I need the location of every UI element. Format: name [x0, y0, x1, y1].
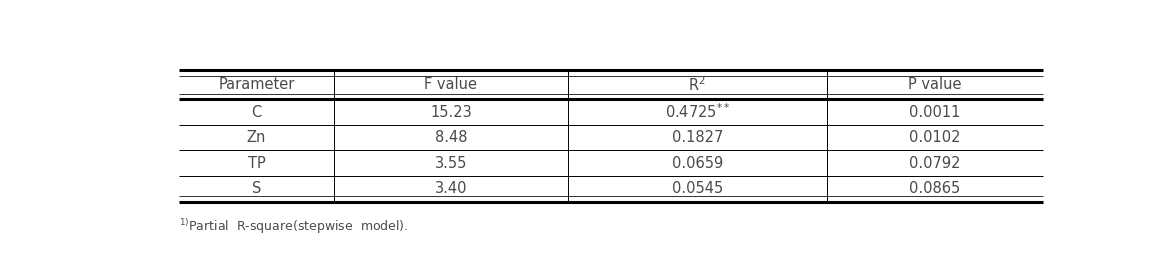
Text: 0.4725$^{**}$: 0.4725$^{**}$: [664, 103, 730, 121]
Text: 0.1827: 0.1827: [672, 130, 723, 145]
Text: 8.48: 8.48: [434, 130, 467, 145]
Text: Parameter: Parameter: [218, 77, 295, 92]
Text: P value: P value: [909, 77, 962, 92]
Text: Zn: Zn: [247, 130, 266, 145]
Text: 3.40: 3.40: [434, 181, 467, 197]
Text: 3.55: 3.55: [434, 156, 467, 171]
Text: F value: F value: [424, 77, 478, 92]
Text: C: C: [251, 104, 262, 120]
Text: 0.0659: 0.0659: [672, 156, 723, 171]
Text: R$^2$: R$^2$: [688, 75, 706, 94]
Text: 0.0102: 0.0102: [909, 130, 960, 145]
Text: 0.0792: 0.0792: [909, 156, 960, 171]
Text: 15.23: 15.23: [430, 104, 472, 120]
Text: 0.0545: 0.0545: [672, 181, 723, 197]
Text: S: S: [251, 181, 261, 197]
Text: 0.0865: 0.0865: [910, 181, 960, 197]
Text: TP: TP: [248, 156, 265, 171]
Text: $^{1)}$Partial  R-square(stepwise  model).: $^{1)}$Partial R-square(stepwise model).: [178, 217, 409, 236]
Text: 0.0011: 0.0011: [909, 104, 960, 120]
